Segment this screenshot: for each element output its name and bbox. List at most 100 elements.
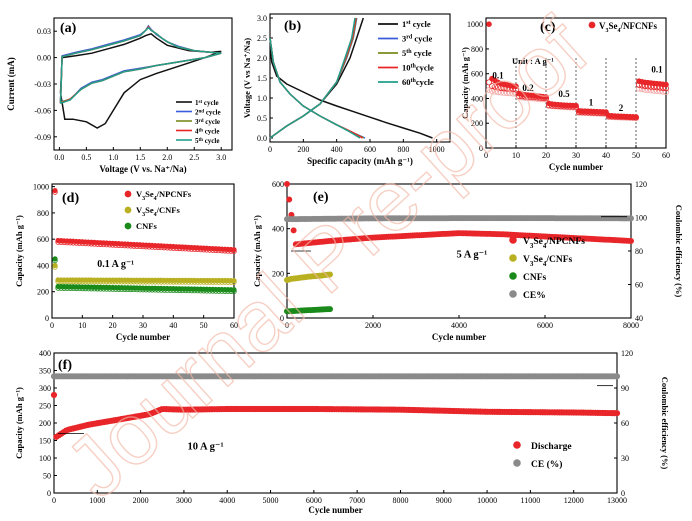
label-part: 5 [195, 137, 199, 145]
label-part: st [199, 100, 203, 105]
y-tick-label: 200 [39, 419, 51, 428]
capacity-point [326, 306, 333, 313]
discharge-point [573, 102, 579, 109]
y-axis-title: Capacity (mAh g⁻¹) [252, 215, 262, 287]
label-part: /CNFs [545, 255, 572, 265]
x-tick-label: 1000 [89, 496, 105, 505]
cv-curve [59, 32, 222, 129]
panel-c: 0 10 20 30 40 50 60020040060080010000.10.20.51… [460, 17, 670, 172]
y-tick-label: 150 [39, 437, 51, 446]
x-tick-label: 5000 [263, 496, 279, 505]
label-part: th [411, 78, 417, 84]
charge-point [488, 83, 495, 90]
capacity-point [326, 271, 333, 278]
y-tick-label: 300 [39, 384, 51, 393]
x-tick-label: 2000 [133, 496, 149, 505]
ce-point [645, 87, 652, 94]
label-part: Se [609, 21, 618, 31]
y-tick-label: 200 [272, 269, 284, 278]
legend-marker [509, 272, 517, 280]
ce-point [663, 89, 670, 96]
label-part: cycle [204, 109, 221, 117]
label-part: /NFCNFs [620, 21, 658, 31]
discharge-point [50, 391, 58, 399]
label-part: 4 [195, 128, 199, 136]
label-part: 5 [402, 48, 406, 58]
x-tick-label: 4000 [451, 321, 467, 330]
label-part: cycle [416, 63, 434, 73]
legend-label: 10thcycle [402, 63, 434, 73]
x-tick-label: 0.0 [54, 153, 64, 162]
ce-point [500, 89, 507, 96]
label-part: th [199, 138, 204, 143]
label-part: CE% [523, 291, 546, 301]
legend-label: 4th cycle [195, 128, 219, 136]
x-axis-title: Cycle number [432, 332, 486, 342]
ce-point [642, 86, 649, 93]
legend-label: 60thcycle [402, 77, 434, 87]
x-tick-label: 2.5 [189, 153, 199, 162]
panel-label: (a) [60, 21, 77, 36]
x-tick-label: 9000 [436, 496, 452, 505]
legend-label: 1st cycle [195, 99, 219, 107]
x-tick-label: 1.0 [108, 153, 118, 162]
label-part: Se [145, 205, 154, 215]
label-part: cycle [411, 19, 431, 29]
label-part: cycle [202, 99, 219, 107]
ce-point [613, 373, 621, 380]
x-tick-label: 20 [109, 321, 117, 330]
legend-label: 1st cycle [402, 19, 431, 29]
label-part: nd [199, 109, 205, 114]
discharge-point [52, 256, 58, 262]
x-tick-label: 11000 [521, 496, 541, 505]
x-tick-label: 0 [50, 321, 54, 330]
x-tick-label: 200 [297, 145, 309, 154]
x-tick-label: 2.0 [162, 153, 172, 162]
label-part: cycle [203, 137, 220, 145]
legend-label: CNFs [523, 273, 547, 283]
label-part: th [411, 64, 417, 70]
y-right-tick-label: 100 [635, 214, 647, 223]
discharge-curve [269, 37, 433, 139]
label-part: th [199, 128, 204, 133]
discharge-curve [269, 37, 361, 139]
panel-b: 0 200 400 600 800 1000 0.0 0.5 1.0 1.5 2.0 2.5 3.0 Sp… [242, 13, 451, 166]
label-part: th [406, 49, 412, 55]
x-tick-label: 7000 [349, 496, 365, 505]
legend-label: CNFs [136, 221, 157, 231]
ce-point [648, 87, 655, 94]
rate-label: 0.1 [651, 64, 663, 74]
panel-label: (e) [313, 190, 329, 205]
x-axis-title: Cycle number [549, 162, 603, 172]
x-tick-label: 1.5 [135, 153, 145, 162]
x-tick-label: 600 [364, 145, 376, 154]
legend-label: V3Se4/CNFs [136, 205, 180, 218]
x-tick-label: 13000 [607, 496, 627, 505]
legend-label: 3rd cycle [195, 118, 220, 126]
legend-label: Discharge [531, 442, 572, 452]
rate-label: 1 [589, 97, 594, 107]
rate-annotation: 10 A g⁻¹ [188, 441, 224, 452]
y-tick-label: 400 [272, 225, 284, 234]
x-tick-label: 30 [139, 321, 147, 330]
capacity-point [628, 237, 635, 244]
rate-annotation: 0.1 A g⁻¹ [97, 259, 134, 270]
x-tick-label: 12000 [564, 496, 584, 505]
y-tick-label: 1.0 [257, 94, 267, 103]
y-axis-title: Voltage (V vs Na⁺/Na) [242, 38, 252, 118]
y-axis-title: Capacity (mAh g⁻¹) [14, 215, 24, 287]
x-axis-title: Voltage (V vs. Na⁺/Na) [99, 164, 186, 174]
panel-label: (f) [58, 358, 72, 373]
y-tick-label: 0 [47, 489, 51, 498]
y-tick-label: 0 [45, 314, 49, 323]
label-part: cycle [412, 34, 432, 44]
ce-point [639, 86, 646, 93]
x-tick-label: 6000 [537, 321, 553, 330]
y-tick-label: 600 [471, 70, 483, 79]
y-tick-label: 0.5 [257, 114, 267, 123]
y-tick-label: 3.0 [257, 14, 267, 23]
y-tick-label: 2.0 [257, 54, 267, 63]
x-tick-label: 0 [268, 145, 272, 154]
legend-label: 5th cycle [402, 48, 432, 58]
label-part: 1 [402, 19, 406, 29]
